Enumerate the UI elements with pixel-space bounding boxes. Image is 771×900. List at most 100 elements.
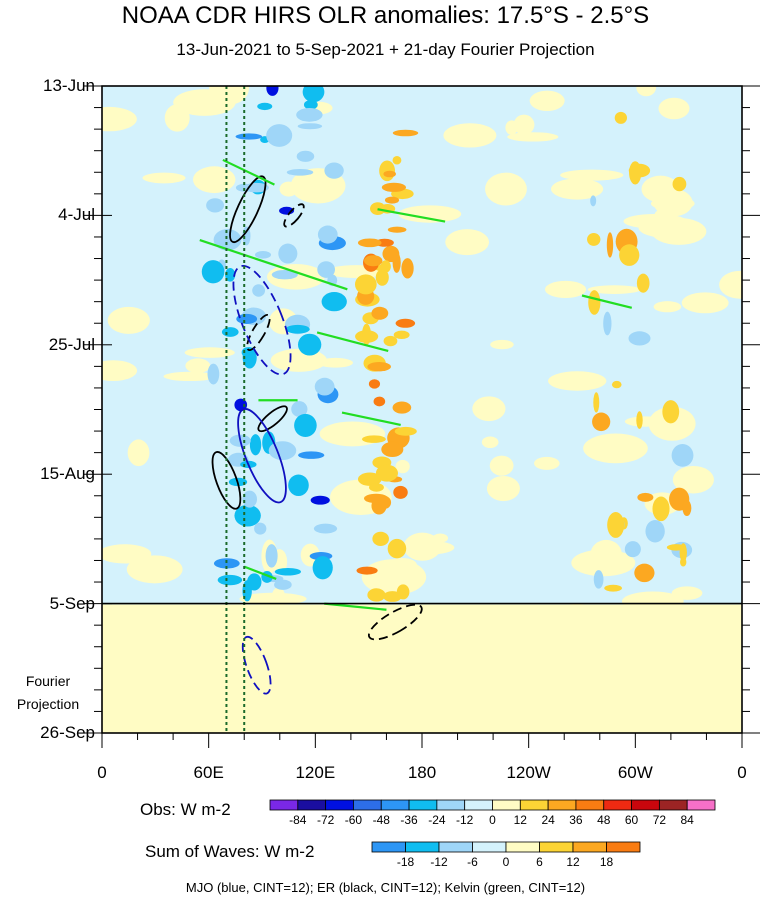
field-positive-weak	[653, 301, 682, 313]
field-positive-weak	[548, 371, 607, 391]
y-tick-label: 26-Sep	[40, 723, 95, 742]
field-positive-weak	[507, 132, 559, 142]
field-positive-weak	[648, 406, 696, 441]
obs-colorbar-swatch	[408, 799, 438, 811]
field-positive-weak	[279, 181, 298, 197]
field-negative	[234, 504, 261, 527]
field-positive	[383, 591, 402, 602]
x-tick-label: 0	[737, 763, 747, 782]
anomaly-field	[102, 86, 742, 732]
field-positive-weak	[472, 396, 506, 422]
field-negative	[288, 474, 309, 497]
field-feature	[588, 290, 601, 315]
field-positive-weak	[102, 544, 152, 564]
field-negative	[274, 567, 302, 576]
field-positive-weak	[271, 587, 286, 608]
wave-colorbar-tick-label: -6	[467, 855, 478, 869]
wave-colorbar-tick-label: 6	[536, 855, 543, 869]
field-positive-weak	[163, 371, 216, 382]
field-positive-weak	[641, 175, 680, 203]
obs-colorbar-tick-label: 12	[513, 813, 527, 827]
field-feature	[604, 584, 622, 592]
field-positive-weak	[126, 555, 183, 584]
field-positive-weak	[481, 436, 499, 448]
field-feature	[619, 244, 640, 266]
field-feature	[607, 511, 625, 538]
field-negative	[317, 261, 336, 278]
field-negative	[313, 523, 338, 534]
y-tick-label: 15-Aug	[40, 464, 95, 484]
field-positive-weak	[672, 465, 714, 494]
field-positive-weak	[658, 97, 690, 120]
field-positive	[393, 485, 408, 499]
field-negative	[249, 434, 262, 456]
er-contour	[229, 175, 267, 244]
field-negative	[297, 123, 323, 130]
field-negative	[242, 490, 258, 508]
field-positive-weak	[432, 533, 449, 543]
field-negative	[207, 363, 220, 385]
field-negative	[310, 495, 330, 505]
er-contour	[257, 405, 288, 433]
obs-colorbar-tick-label: -24	[428, 813, 446, 827]
field-feature	[679, 543, 687, 563]
field-positive-weak	[544, 280, 587, 299]
field-positive-weak	[107, 306, 150, 334]
field-positive	[392, 401, 412, 414]
obs-colorbar-swatch	[631, 799, 660, 811]
field-positive	[362, 435, 386, 443]
field-positive-weak	[142, 172, 186, 184]
field-positive	[368, 379, 381, 389]
field-positive-weak	[551, 178, 604, 200]
field-negative	[266, 124, 293, 147]
obs-colorbar-tick-label: 24	[541, 813, 555, 827]
field-positive	[392, 129, 419, 137]
field-positive-weak	[127, 439, 150, 467]
field-positive	[356, 566, 378, 575]
y-tick-label: 4-Jul	[58, 205, 95, 225]
x-tick-label: 60W	[617, 763, 653, 782]
field-positive-weak	[654, 208, 672, 224]
field-feature	[652, 496, 670, 522]
field-positive	[383, 335, 398, 347]
field-negative	[254, 522, 267, 535]
x-tick-label: 0	[97, 763, 107, 782]
obs-colorbar-swatch	[269, 799, 299, 811]
field-negative	[265, 544, 278, 568]
field-feature	[593, 392, 600, 413]
kelvin-contour	[324, 602, 387, 611]
field-feature	[624, 541, 641, 558]
field-positive	[387, 538, 407, 559]
projection-label-line1: Fourier	[25, 673, 71, 689]
obs-colorbar-swatch	[380, 799, 410, 811]
field-positive-weak	[490, 339, 514, 350]
obs-colorbar-swatch	[603, 799, 632, 811]
field-positive	[387, 226, 407, 233]
obs-colorbar-tick-label: -12	[456, 813, 474, 827]
field-negative	[296, 107, 323, 122]
field-feature	[629, 161, 642, 185]
x-tick-label: 60E	[193, 763, 224, 782]
field-positive-weak	[681, 292, 729, 314]
field-negative	[294, 413, 317, 437]
x-tick-label: 120W	[506, 763, 551, 782]
field-negative	[317, 225, 338, 244]
field-negative	[312, 556, 333, 580]
field-positive	[392, 252, 401, 273]
er-contour	[367, 603, 423, 641]
field-negative	[235, 133, 263, 140]
field-negative	[324, 162, 344, 179]
field-positive-weak	[590, 539, 622, 568]
obs-colorbar-swatch	[686, 799, 716, 811]
field-positive-weak	[445, 229, 490, 256]
field-positive	[369, 483, 384, 492]
field-positive-weak	[587, 285, 641, 294]
field-negative	[285, 324, 310, 334]
field-positive	[380, 260, 391, 273]
wave-colorbar-tick-label: -18	[396, 855, 415, 869]
chart-title: NOAA CDR HIRS OLR anomalies: 17.5°S - 2.…	[121, 2, 650, 29]
field-positive	[395, 318, 416, 328]
field-positive	[381, 441, 404, 458]
field-positive	[363, 255, 383, 267]
